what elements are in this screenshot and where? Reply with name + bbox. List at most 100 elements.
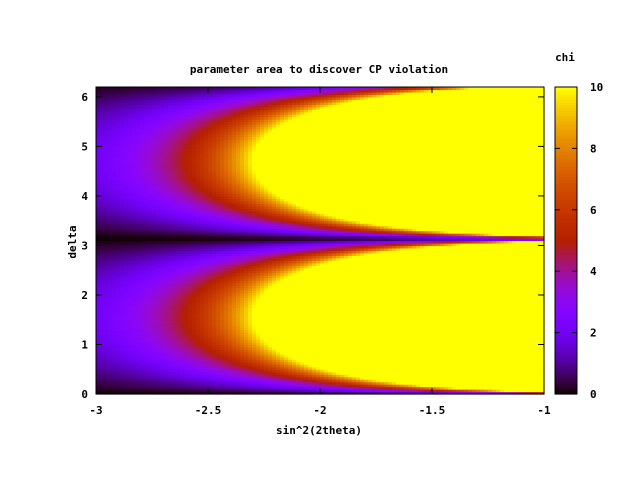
heatmap-cell	[152, 111, 157, 115]
heatmap-cell	[172, 129, 177, 133]
heatmap-cell	[100, 223, 105, 227]
heatmap-cell	[128, 136, 133, 140]
heatmap-cell	[116, 213, 121, 217]
heatmap-cell	[164, 277, 169, 281]
heatmap-cell	[116, 297, 121, 301]
heatmap-cell	[152, 188, 157, 192]
heatmap-cell	[132, 101, 137, 105]
heatmap-cell	[156, 109, 161, 113]
heatmap-cell	[176, 337, 181, 341]
heatmap-cell	[120, 334, 125, 338]
heatmap-cell	[156, 252, 161, 256]
heatmap-cell	[96, 354, 101, 358]
heatmap-cell	[112, 245, 117, 249]
heatmap-cell	[172, 327, 177, 331]
heatmap-cell	[148, 146, 153, 150]
heatmap-cell	[128, 309, 133, 313]
heatmap-cell	[144, 262, 149, 266]
heatmap-cell	[152, 173, 157, 177]
heatmap-cell	[140, 178, 145, 182]
heatmap-cell	[96, 349, 101, 353]
heatmap-cell	[168, 272, 173, 276]
heatmap-cell	[108, 307, 113, 311]
heatmap-cell	[120, 282, 125, 286]
heatmap-cell	[172, 148, 177, 152]
heatmap-cell	[152, 260, 157, 264]
heatmap-cell	[136, 334, 141, 338]
heatmap-cell	[96, 381, 101, 385]
heatmap-cell	[168, 153, 173, 157]
heatmap-cell	[168, 186, 173, 190]
heatmap-cell	[108, 247, 113, 252]
heatmap-cell	[164, 280, 169, 284]
heatmap-cell	[136, 171, 141, 175]
heatmap-cell	[144, 213, 149, 217]
heatmap-cell	[144, 106, 149, 110]
heatmap-cell	[164, 275, 169, 279]
heatmap-cell	[172, 119, 177, 123]
heatmap-cell	[152, 96, 157, 100]
heatmap-cell	[176, 322, 181, 326]
heatmap-cell	[140, 238, 145, 242]
heatmap-cell	[132, 344, 137, 348]
heatmap-cell	[108, 188, 113, 192]
heatmap-cell	[120, 389, 125, 393]
heatmap-cell	[156, 203, 161, 207]
heatmap-cell	[128, 342, 133, 346]
heatmap-cell	[96, 265, 101, 269]
heatmap-cell	[132, 94, 137, 98]
heatmap-cell	[136, 208, 141, 212]
heatmap-cell	[104, 228, 109, 232]
heatmap-cell	[112, 252, 117, 256]
heatmap-cell	[152, 171, 157, 175]
heatmap-cell	[160, 91, 165, 96]
heatmap-cell	[100, 89, 105, 93]
heatmap-cell	[156, 262, 161, 266]
heatmap-cell	[116, 317, 121, 321]
heatmap-cell	[140, 240, 145, 244]
heatmap-cell	[152, 297, 157, 301]
heatmap-cell	[100, 334, 105, 338]
heatmap-cell	[140, 215, 145, 219]
heatmap-cell	[152, 317, 157, 321]
heatmap-cell	[152, 141, 157, 145]
heatmap-cell	[132, 178, 137, 182]
heatmap-cell	[140, 141, 145, 145]
heatmap-cell	[172, 225, 177, 229]
heatmap-cell	[124, 356, 129, 360]
heatmap-cell	[136, 104, 141, 108]
heatmap-cell	[164, 161, 169, 165]
heatmap-cell	[120, 136, 125, 140]
heatmap-cell	[164, 126, 169, 130]
heatmap-cell	[104, 94, 109, 98]
heatmap-cell	[100, 208, 105, 212]
heatmap-cell	[140, 332, 145, 336]
heatmap-cell	[160, 87, 165, 91]
heatmap-cell	[132, 138, 137, 143]
heatmap-cell	[120, 379, 125, 383]
heatmap-cell	[172, 369, 177, 373]
heatmap-cell	[96, 307, 101, 311]
heatmap-cell	[124, 270, 129, 274]
heatmap-cell	[168, 332, 173, 336]
heatmap-cell	[104, 193, 109, 197]
heatmap-cell	[112, 324, 117, 328]
heatmap-cell	[144, 247, 149, 252]
heatmap-cell	[100, 99, 105, 103]
heatmap-cell	[176, 124, 181, 128]
heatmap-cell	[104, 119, 109, 123]
heatmap-cell	[168, 161, 173, 165]
heatmap-cell	[144, 285, 149, 289]
heatmap-cell	[136, 96, 141, 100]
heatmap-cell	[124, 265, 129, 269]
heatmap-cell	[144, 307, 149, 311]
heatmap-cell	[108, 292, 113, 296]
heatmap-cell	[136, 324, 141, 328]
heatmap-cell	[136, 346, 141, 351]
heatmap-cell	[128, 371, 133, 375]
heatmap-cell	[116, 153, 121, 157]
heatmap-cell	[128, 233, 133, 237]
heatmap-cell	[144, 314, 149, 318]
heatmap-cell	[156, 384, 161, 388]
heatmap-cell	[172, 136, 177, 140]
